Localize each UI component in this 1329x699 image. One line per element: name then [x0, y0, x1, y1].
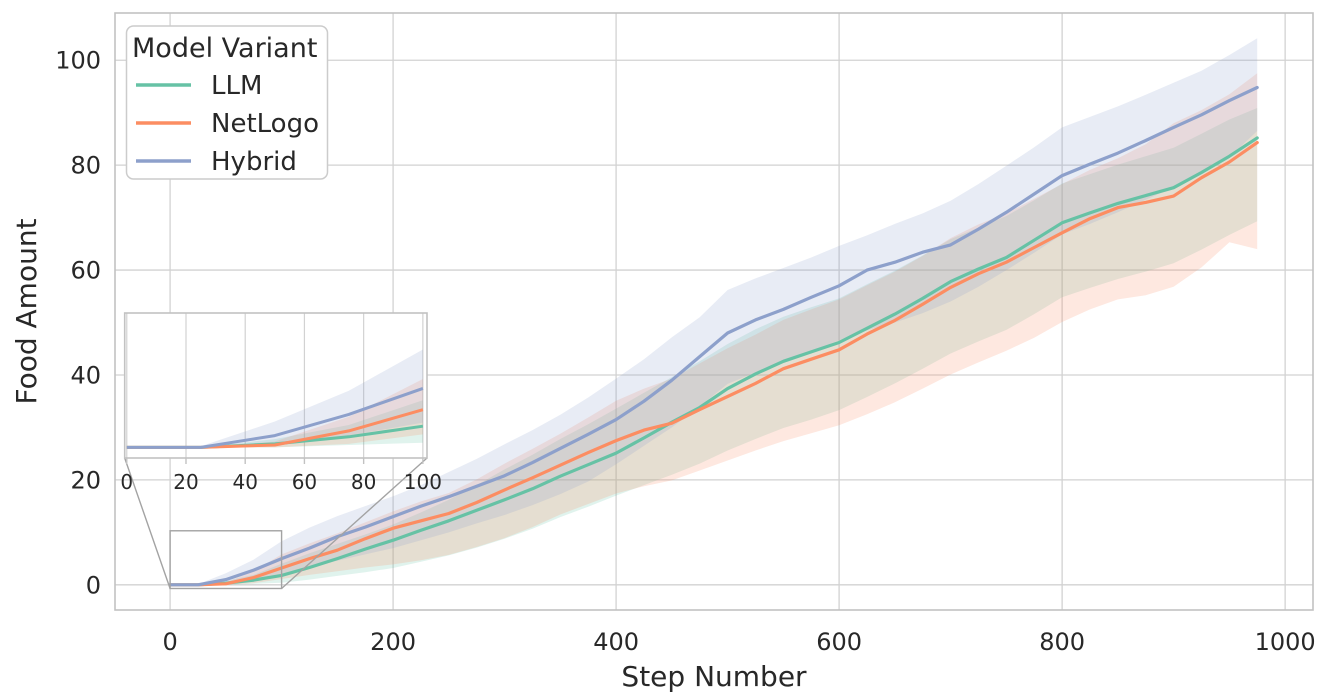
zoom-region-rect: [169, 530, 283, 590]
inset-x-tick-label: 60: [292, 470, 317, 494]
x-tick-label: 200: [370, 628, 416, 656]
x-axis-label: Step Number: [621, 660, 807, 693]
y-tick-label: 100: [55, 47, 101, 75]
inset-x-tick-label: 80: [351, 470, 376, 494]
band-llm: [170, 108, 1258, 585]
legend-label-llm: LLM: [211, 71, 262, 101]
inset-x-tick-label: 40: [232, 470, 257, 494]
series-line-hybrid: [168, 85, 1259, 587]
legend-label-hybrid: Hybrid: [211, 147, 297, 177]
y-axis-label: Food Amount: [10, 218, 43, 404]
x-tick-label: 400: [593, 628, 639, 656]
legend: Model Variant LLM NetLogo Hybrid: [125, 25, 329, 180]
y-tick-label: 0: [86, 571, 101, 599]
y-tick-label: 40: [70, 361, 101, 389]
legend-box: [125, 25, 329, 180]
inset-line-hybrid: [126, 386, 424, 449]
inset-band-hybrid: [126, 349, 423, 448]
inset-axes: 0 20 40 60 80 100: [120, 312, 442, 494]
y-tick-label: 80: [70, 152, 101, 180]
band-netlogo: [170, 73, 1258, 585]
plot-area: [168, 38, 1259, 587]
series-line-llm: [168, 136, 1259, 587]
inset-spines: [123, 312, 428, 459]
inset-connector-right: [281, 457, 428, 590]
x-tick-label: 600: [816, 628, 862, 656]
zoom-indicator: [124, 457, 428, 590]
x-tick-label: 0: [162, 628, 177, 656]
y-tick-label: 20: [70, 466, 101, 494]
series-line-netlogo: [168, 141, 1259, 587]
axes-spines: [114, 12, 1314, 611]
legend-label-netlogo: NetLogo: [211, 109, 319, 139]
inset-x-tick-label: 100: [404, 470, 442, 494]
x-tick-label: 1000: [1255, 628, 1316, 656]
inset-x-tick-label: 0: [120, 470, 133, 494]
band-hybrid: [170, 38, 1258, 585]
x-tick-label: 800: [1039, 628, 1085, 656]
legend-title: Model Variant: [132, 33, 317, 64]
inset-x-tick-label: 20: [173, 470, 198, 494]
y-tick-label: 60: [70, 257, 101, 285]
inset-connector-left: [124, 457, 171, 589]
